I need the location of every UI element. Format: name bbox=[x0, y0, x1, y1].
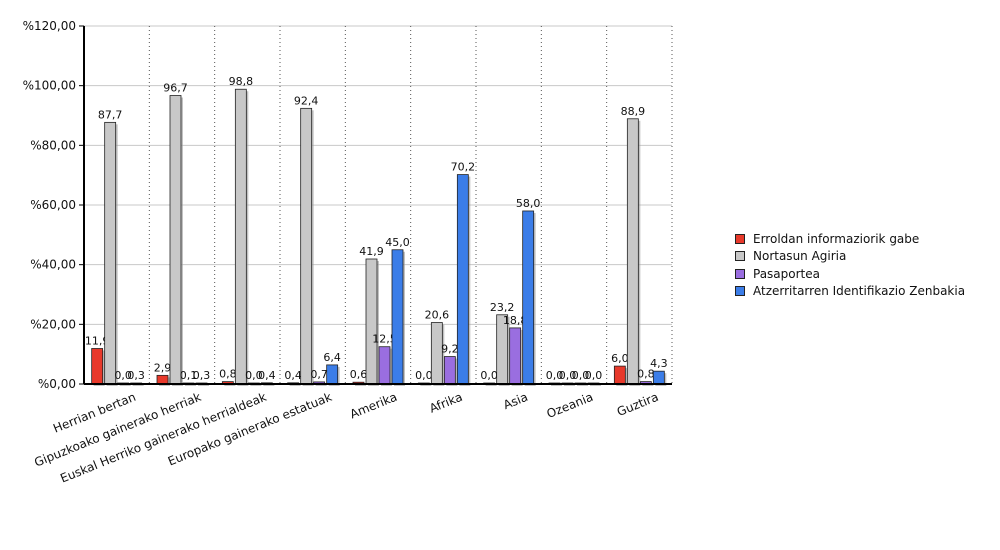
data-label: 70,2 bbox=[451, 161, 476, 174]
bar-shadow bbox=[590, 385, 601, 386]
bar-shadow bbox=[564, 385, 575, 386]
bar-shadow bbox=[355, 384, 366, 386]
bar bbox=[300, 107, 313, 385]
data-label: 11,9 bbox=[85, 334, 110, 347]
bar bbox=[326, 364, 339, 385]
bar bbox=[652, 370, 665, 385]
data-label: 0,3 bbox=[127, 369, 145, 382]
bar bbox=[234, 88, 247, 385]
bar bbox=[522, 210, 535, 385]
data-label: 87,7 bbox=[98, 108, 123, 121]
y-tick-label: %60,00 bbox=[30, 198, 76, 212]
data-label: 0,0 bbox=[559, 369, 577, 382]
x-tick-label: Guztira bbox=[615, 390, 661, 419]
data-label: 0,3 bbox=[193, 369, 211, 382]
data-label: 58,0 bbox=[516, 197, 541, 210]
data-label: 0,8 bbox=[219, 368, 237, 381]
bar bbox=[626, 118, 639, 385]
legend-label: Pasaportea bbox=[753, 266, 820, 281]
bar-shadow bbox=[132, 385, 144, 386]
data-label: 0,0 bbox=[480, 369, 498, 382]
legend-item: Erroldan informaziorik gabe bbox=[735, 230, 965, 248]
data-label: 0,0 bbox=[585, 369, 603, 382]
y-tick-label: %0,00 bbox=[38, 377, 76, 391]
bar-shadow bbox=[551, 385, 562, 386]
bar-shadow bbox=[420, 385, 432, 386]
data-label: 0,7 bbox=[310, 368, 328, 381]
bar bbox=[169, 95, 182, 385]
legend-item: Atzerritarren Identifikazio Zenbakia bbox=[735, 283, 965, 301]
bar-shadow bbox=[577, 385, 588, 386]
bar bbox=[456, 174, 469, 385]
legend-swatch bbox=[735, 286, 745, 297]
bar-shadow bbox=[263, 384, 275, 386]
data-label: 0,4 bbox=[284, 369, 302, 382]
data-label: 0,0 bbox=[546, 369, 564, 382]
data-label: 92,4 bbox=[294, 94, 319, 107]
bar-shadow bbox=[485, 385, 497, 386]
legend-label: Nortasun Agiria bbox=[753, 249, 847, 264]
data-label: 0,0 bbox=[245, 369, 263, 382]
bar-shadow bbox=[198, 385, 209, 386]
data-label: 0,8 bbox=[637, 368, 655, 381]
data-label: 6,0 bbox=[611, 352, 629, 365]
bar bbox=[104, 121, 117, 385]
bar bbox=[91, 348, 104, 385]
x-tick-label: Ozeania bbox=[545, 390, 595, 421]
data-label: 98,8 bbox=[229, 75, 254, 88]
bar bbox=[613, 365, 626, 385]
data-label: 23,2 bbox=[490, 301, 515, 314]
bar bbox=[443, 356, 456, 385]
data-label: 0,0 bbox=[415, 369, 433, 382]
y-tick-label: %40,00 bbox=[30, 258, 76, 272]
data-label: 18,8 bbox=[503, 314, 528, 327]
y-tick-label: %100,00 bbox=[23, 79, 76, 93]
x-tick-label: Afrika bbox=[427, 390, 464, 416]
legend-swatch bbox=[735, 268, 745, 279]
legend: Erroldan informaziorik gabe Nortasun Agir… bbox=[735, 230, 965, 300]
data-label: 96,7 bbox=[163, 82, 188, 95]
data-label: 2,9 bbox=[154, 361, 172, 374]
legend-swatch bbox=[735, 251, 745, 262]
data-label: 20,6 bbox=[425, 309, 450, 322]
y-tick-label: %120,00 bbox=[23, 19, 76, 33]
data-label: 4,3 bbox=[650, 357, 668, 370]
legend-item: Nortasun Agiria bbox=[735, 248, 965, 266]
data-label: 12,5 bbox=[372, 333, 397, 346]
data-label: 0,0 bbox=[114, 369, 132, 382]
x-tick-label: Asia bbox=[501, 390, 530, 412]
y-tick-label: %80,00 bbox=[30, 138, 76, 152]
bar bbox=[509, 327, 522, 385]
bar-shadow bbox=[119, 385, 131, 386]
data-label: 41,9 bbox=[359, 245, 384, 258]
bar bbox=[378, 346, 391, 385]
data-label: 88,9 bbox=[621, 105, 646, 118]
data-label: 0,6 bbox=[350, 368, 368, 381]
x-tick-label: Amerika bbox=[348, 390, 399, 422]
bar-shadow bbox=[250, 385, 262, 386]
bar bbox=[156, 374, 169, 385]
legend-item: Pasaportea bbox=[735, 265, 965, 283]
data-label: 0,1 bbox=[180, 369, 198, 382]
legend-label: Erroldan informaziorik gabe bbox=[753, 231, 920, 246]
data-label: 0,4 bbox=[258, 369, 276, 382]
legend-swatch bbox=[735, 233, 745, 244]
data-label: 9,2 bbox=[441, 343, 459, 356]
data-label: 6,4 bbox=[323, 351, 341, 364]
bar bbox=[391, 249, 404, 385]
legend-label: Atzerritarren Identifikazio Zenbakia bbox=[753, 284, 966, 299]
y-tick-label: %20,00 bbox=[30, 317, 76, 331]
bar-shadow bbox=[185, 385, 196, 386]
data-label: 45,0 bbox=[385, 236, 410, 249]
data-label: 0,0 bbox=[572, 369, 590, 382]
bar-shadow bbox=[289, 384, 301, 386]
bar bbox=[365, 258, 378, 385]
